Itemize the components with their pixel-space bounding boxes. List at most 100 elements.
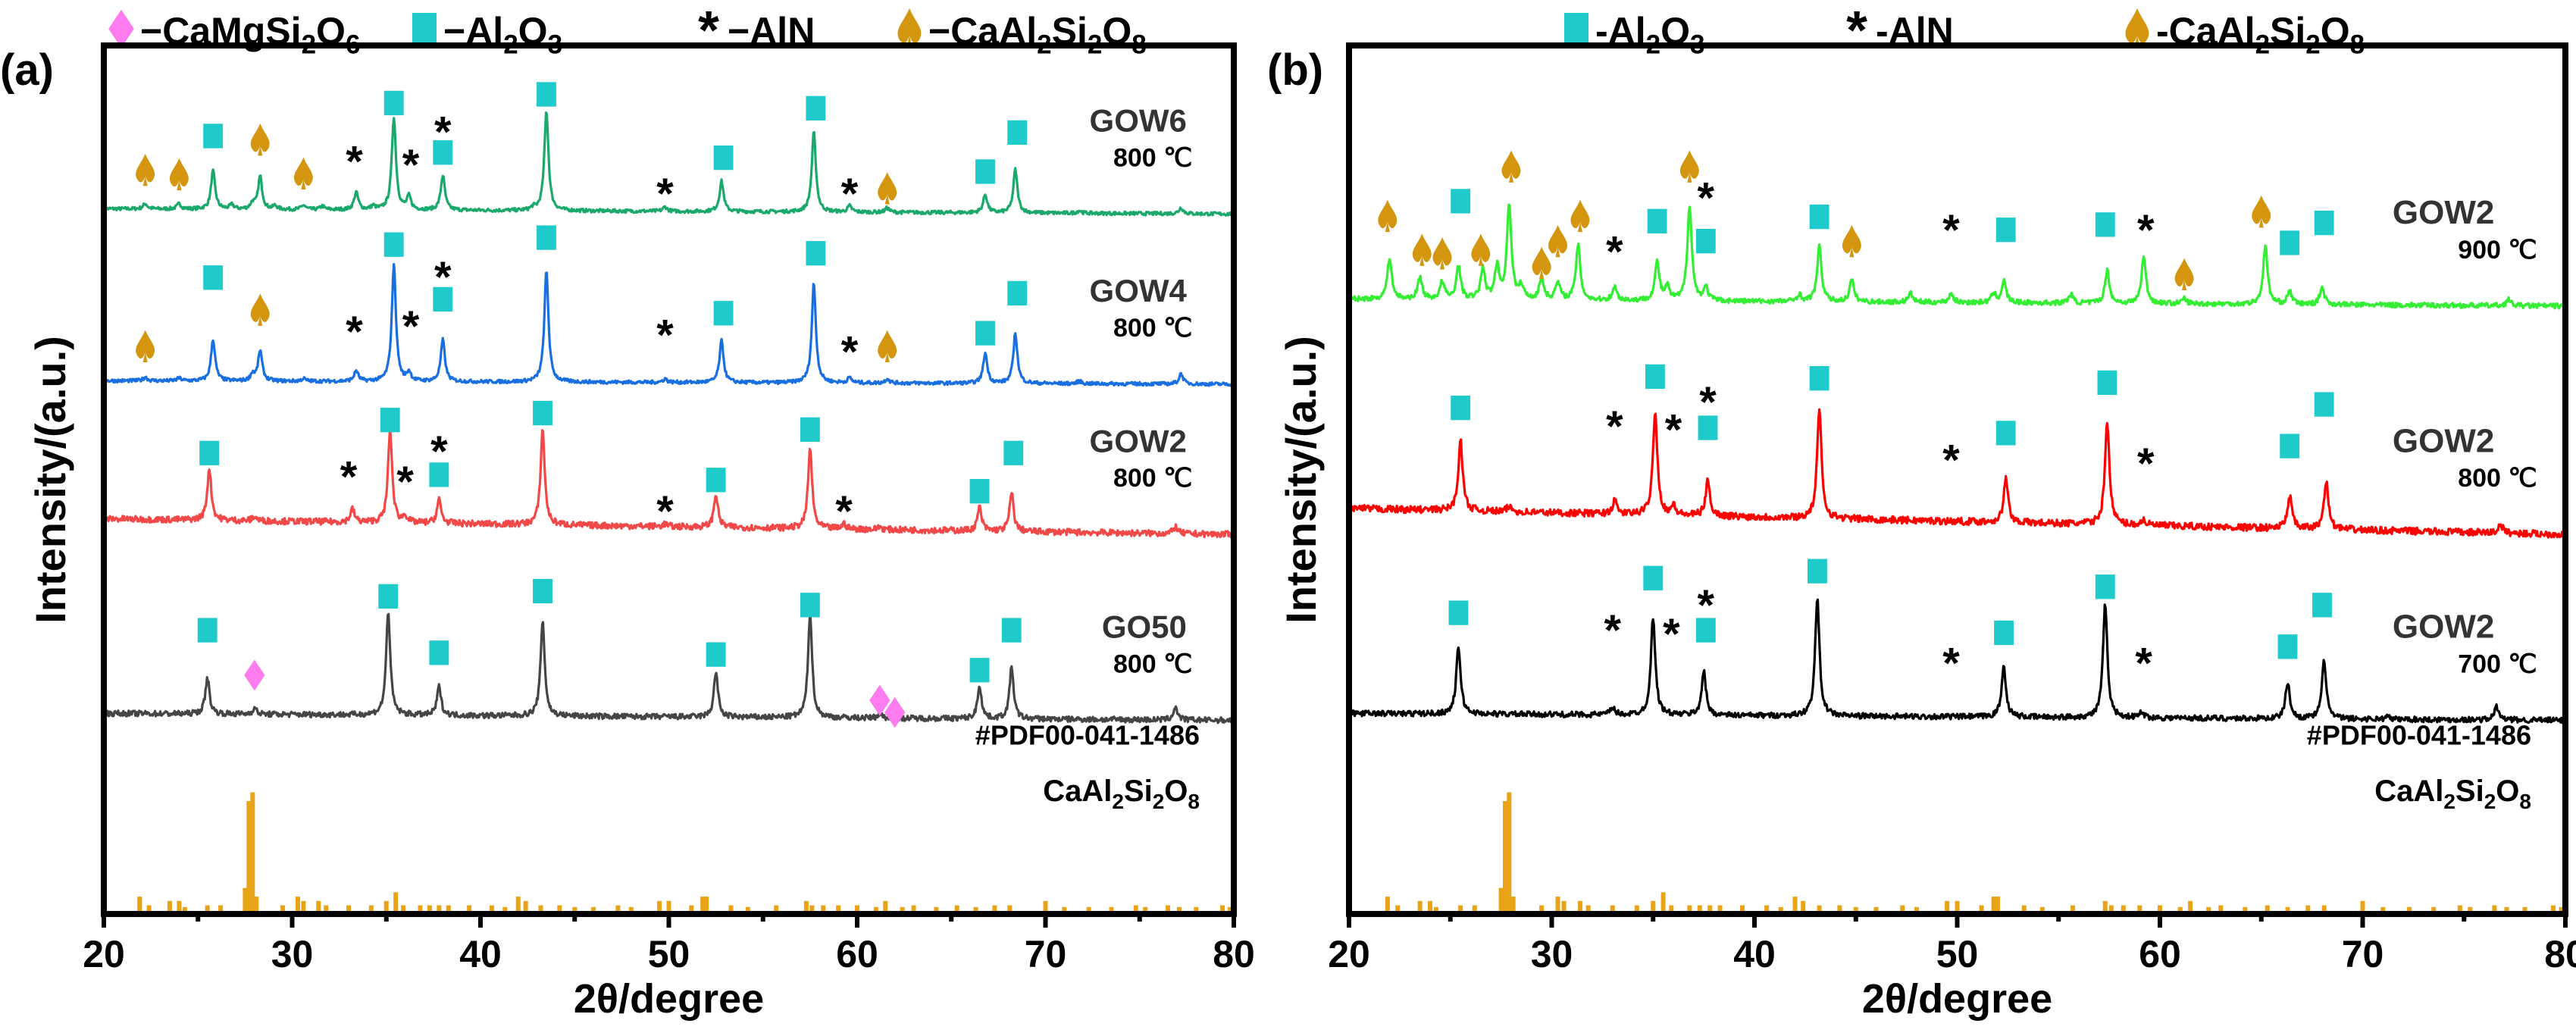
square-marker bbox=[969, 658, 990, 683]
square-marker bbox=[706, 642, 726, 667]
spade-marker bbox=[136, 153, 155, 186]
x-tick-label: 50 bbox=[1936, 933, 1979, 975]
square-marker bbox=[433, 286, 453, 312]
legend-item: -CaAl2Si2O8 bbox=[2125, 8, 2365, 60]
asterisk-marker: * bbox=[1698, 581, 1715, 630]
spade-marker bbox=[1501, 150, 1521, 183]
square-marker bbox=[2280, 230, 2300, 255]
legend-label: −CaMgSi2O6 bbox=[140, 10, 360, 60]
spade-marker bbox=[1412, 233, 1432, 266]
panel-label: (a) bbox=[0, 45, 54, 95]
asterisk-marker: * bbox=[1606, 402, 1623, 451]
square-marker bbox=[806, 241, 826, 266]
xrd-trace-gow2-800 bbox=[1347, 408, 2567, 539]
square-marker bbox=[2314, 392, 2334, 417]
series-name-label: GOW6 bbox=[1090, 102, 1187, 138]
square-marker bbox=[383, 232, 404, 257]
square-marker bbox=[1994, 620, 2014, 646]
square-marker bbox=[197, 618, 218, 643]
series-name-label: GOW4 bbox=[1090, 273, 1188, 308]
x-tick-label: 70 bbox=[1025, 933, 1067, 975]
xrd-trace-gow6-800 bbox=[102, 111, 1235, 217]
square-marker bbox=[2095, 212, 2115, 237]
x-axis-label: 2θ/degree bbox=[574, 976, 764, 1022]
series-name-label: GOW2 bbox=[1090, 423, 1187, 459]
series-condition-label: 800 ℃ bbox=[1113, 314, 1192, 343]
square-marker bbox=[203, 124, 224, 149]
square-marker bbox=[2280, 433, 2300, 459]
square-marker bbox=[1695, 618, 1716, 643]
panel-b: (b) #PDF00-041-1486 CaAl2Si2O8 GOW2 900 ℃ GOW… bbox=[1267, 0, 2576, 1022]
square-marker bbox=[1995, 421, 2016, 446]
square-marker bbox=[2095, 574, 2115, 599]
asterisk-marker: * bbox=[1942, 640, 1960, 688]
legend-item: * -AlN bbox=[1846, 0, 1954, 61]
asterisk-marker: * bbox=[346, 137, 363, 186]
square-marker bbox=[1001, 618, 1022, 643]
phase-markers: * * * * * * * * * * * * * * bbox=[1378, 150, 2334, 688]
panel-label: (b) bbox=[1267, 45, 1323, 95]
square-marker bbox=[1448, 600, 1469, 625]
square-marker bbox=[1643, 565, 1664, 590]
legend-item: * −AlN bbox=[698, 0, 815, 61]
square-marker bbox=[806, 95, 826, 121]
spade-marker bbox=[878, 171, 897, 205]
asterisk-marker: * bbox=[1663, 610, 1680, 659]
square-marker bbox=[1003, 440, 1024, 465]
x-tick-label: 30 bbox=[271, 933, 314, 975]
legend-item: −CaAl2Si2O8 bbox=[897, 8, 1147, 60]
asterisk-marker: * bbox=[346, 308, 363, 356]
square-marker bbox=[433, 140, 453, 165]
square-marker bbox=[1808, 559, 1827, 584]
square-marker bbox=[429, 462, 449, 487]
square-marker bbox=[537, 82, 556, 107]
square-marker bbox=[1007, 120, 1028, 146]
asterisk-marker: * bbox=[1699, 378, 1717, 427]
x-tick-label: 40 bbox=[1733, 933, 1776, 975]
square-marker bbox=[1995, 218, 2016, 243]
reference-bars bbox=[1385, 792, 2564, 914]
x-tick-label: 20 bbox=[1328, 933, 1370, 975]
square-marker bbox=[537, 225, 556, 250]
series-condition-label: 900 ℃ bbox=[2458, 236, 2537, 264]
reference-pdf-label: #PDF00-041-1486 bbox=[975, 720, 1200, 751]
x-tick-label: 80 bbox=[2544, 933, 2576, 975]
square-marker bbox=[199, 440, 220, 465]
square-marker bbox=[429, 640, 449, 665]
y-axis-label: Intensity/(a.u.) bbox=[1277, 336, 1325, 624]
square-legend-icon bbox=[1564, 13, 1588, 43]
asterisk-marker: * bbox=[402, 141, 420, 189]
xrd-trace-go50-800 bbox=[102, 612, 1235, 725]
square-marker bbox=[2097, 370, 2117, 396]
square-marker bbox=[2314, 210, 2334, 236]
asterisk-marker: * bbox=[656, 487, 674, 536]
asterisk-marker: * bbox=[2135, 640, 2152, 688]
reference-pdf-label: #PDF00-041-1486 bbox=[2307, 720, 2531, 751]
square-marker bbox=[378, 584, 399, 609]
x-tick-label: 40 bbox=[459, 933, 502, 975]
legend-item: −CaMgSi2O6 bbox=[108, 9, 360, 60]
square-marker bbox=[1645, 364, 1665, 390]
diamond-marker bbox=[869, 684, 890, 716]
asterisk-marker: * bbox=[1942, 206, 1960, 255]
reference-bars bbox=[137, 792, 1233, 914]
spade-marker bbox=[1548, 224, 1568, 258]
series-condition-label: 800 ℃ bbox=[1113, 649, 1192, 678]
series-name-label: GOW2 bbox=[2393, 609, 2494, 646]
spade-marker bbox=[878, 330, 897, 363]
spade-marker bbox=[1570, 199, 1590, 233]
asterisk-marker: * bbox=[2137, 206, 2155, 255]
series-condition-label: 800 ℃ bbox=[2458, 464, 2537, 493]
x-tick-label: 60 bbox=[2139, 933, 2181, 975]
spade-marker bbox=[1842, 224, 1861, 258]
square-marker bbox=[533, 578, 552, 604]
asterisk-marker: * bbox=[1606, 228, 1623, 277]
square-marker bbox=[1451, 396, 1471, 421]
legend-item: -Al2O3 bbox=[1564, 10, 1705, 60]
x-tick-label: 50 bbox=[648, 933, 690, 975]
square-marker bbox=[1647, 208, 1667, 233]
asterisk-marker: * bbox=[835, 487, 853, 536]
asterisk-marker: * bbox=[841, 327, 859, 376]
spade-marker bbox=[1679, 150, 1699, 183]
